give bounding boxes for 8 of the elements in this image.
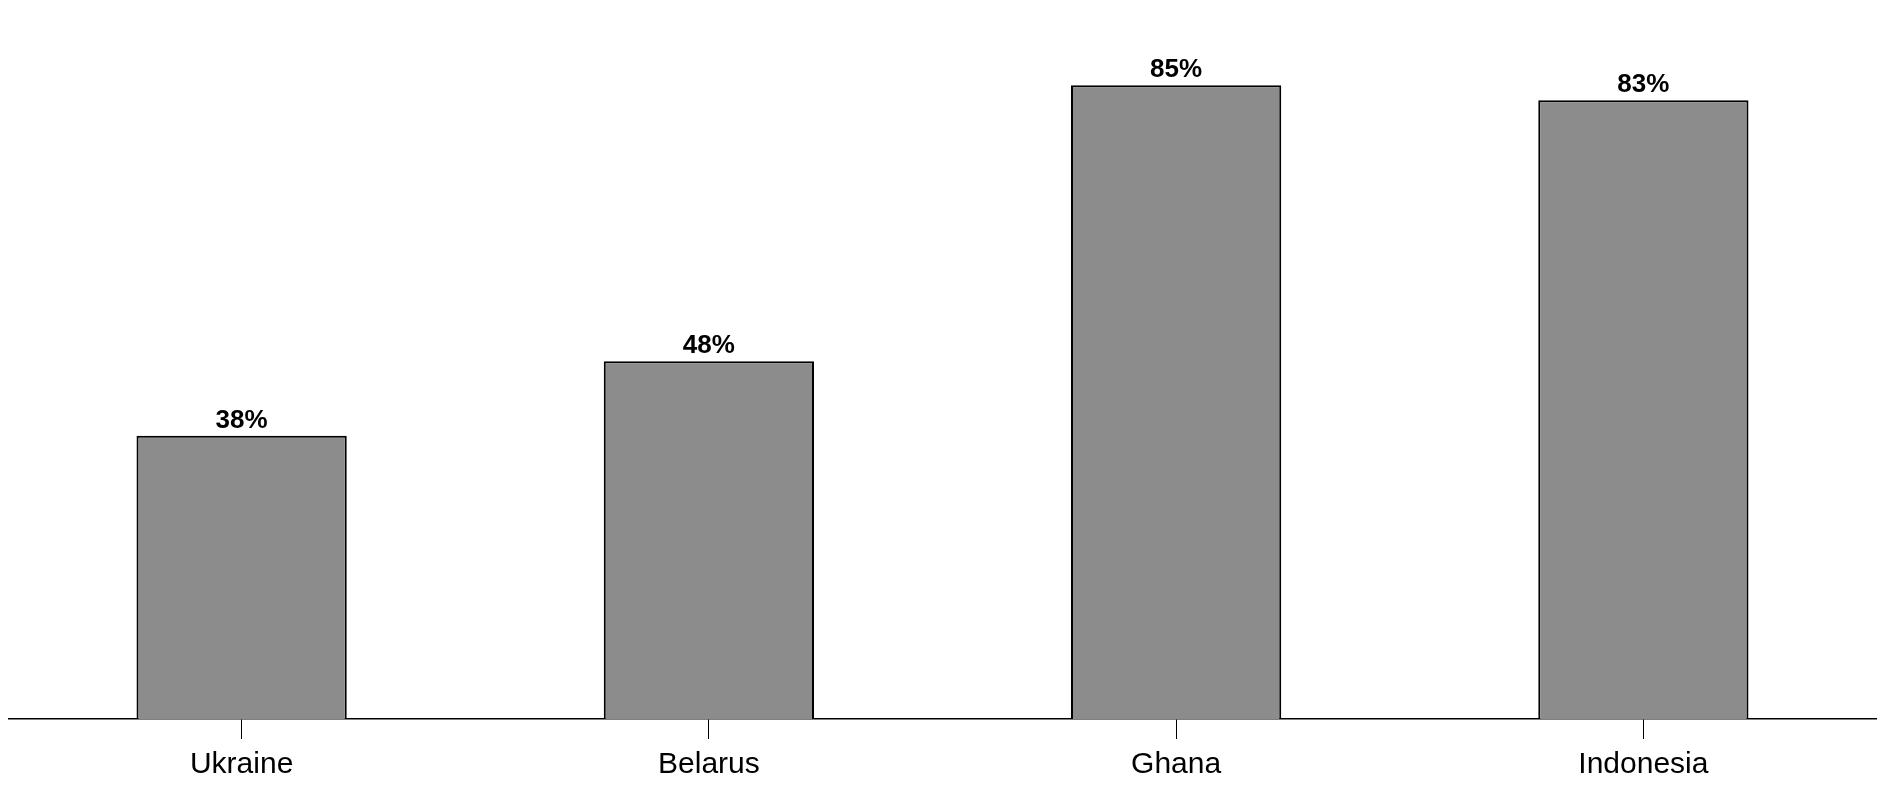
data-label: 38% bbox=[215, 403, 268, 434]
data-label: 48% bbox=[682, 329, 735, 360]
data-label: 85% bbox=[1150, 53, 1203, 84]
x-tick-label: Belarus bbox=[658, 746, 760, 780]
data-label: 83% bbox=[1617, 68, 1670, 99]
x-tick-label: Indonesia bbox=[1578, 746, 1709, 780]
x-tick-label: Ukraine bbox=[189, 746, 294, 780]
x-tick-label: Ghana bbox=[1131, 746, 1222, 780]
